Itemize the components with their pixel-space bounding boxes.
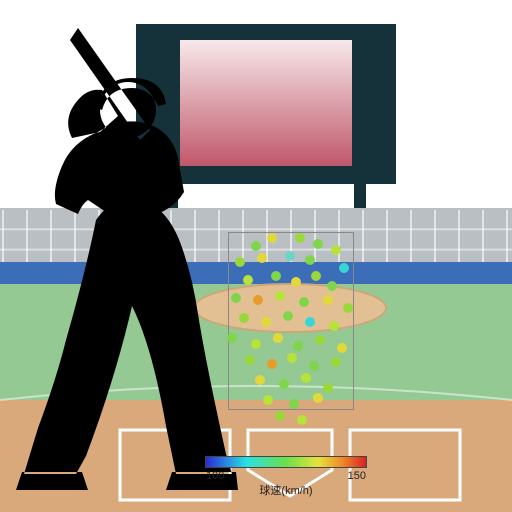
pitch-point — [295, 233, 305, 243]
pitch-point — [263, 395, 273, 405]
pitch-point — [339, 263, 349, 273]
pitch-point — [305, 317, 315, 327]
pitch-point — [305, 255, 315, 265]
pitch-point — [311, 271, 321, 281]
speed-legend: 100 150 球速(km/h) — [196, 456, 376, 498]
pitch-point — [235, 257, 245, 267]
pitch-point — [253, 295, 263, 305]
pitch-location-chart: { "canvas": {"w":512,"h":512}, "scoreboa… — [0, 0, 512, 512]
pitch-point — [329, 321, 339, 331]
pitch-point — [245, 355, 255, 365]
legend-tick-max: 150 — [348, 470, 366, 482]
pitch-point — [323, 295, 333, 305]
pitch-point — [275, 291, 285, 301]
pitch-point — [301, 373, 311, 383]
pitch-point — [313, 393, 323, 403]
pitch-point — [231, 293, 241, 303]
pitch-point — [327, 281, 337, 291]
pitch-point — [297, 415, 307, 425]
pitch-point — [273, 333, 283, 343]
pitch-point — [255, 375, 265, 385]
pitch-point — [313, 239, 323, 249]
pitch-point — [227, 333, 237, 343]
pitch-point — [289, 399, 299, 409]
legend-bar — [205, 456, 367, 468]
pitch-point — [315, 335, 325, 345]
pitch-point — [275, 411, 285, 421]
pitch-point — [337, 343, 347, 353]
legend-tick-min: 100 — [206, 470, 224, 482]
pitch-point — [343, 303, 353, 313]
pitch-point — [285, 251, 295, 261]
pitch-point — [283, 311, 293, 321]
pitch-point — [267, 233, 277, 243]
pitch-point — [257, 253, 267, 263]
pitch-point — [251, 241, 261, 251]
legend-ticks: 100 150 — [206, 470, 366, 482]
pitch-point — [323, 383, 333, 393]
pitch-point — [271, 271, 281, 281]
pitch-point — [331, 245, 341, 255]
pitch-point — [261, 317, 271, 327]
pitch-point — [309, 361, 319, 371]
pitch-point — [293, 341, 303, 351]
legend-axis-label: 球速(km/h) — [196, 482, 376, 498]
pitch-point — [267, 359, 277, 369]
pitch-point — [251, 339, 261, 349]
pitch-point — [279, 379, 289, 389]
pitch-point — [331, 357, 341, 367]
pitch-point — [243, 275, 253, 285]
pitch-point — [291, 277, 301, 287]
pitch-point — [287, 353, 297, 363]
pitch-point — [299, 297, 309, 307]
pitch-point — [239, 313, 249, 323]
